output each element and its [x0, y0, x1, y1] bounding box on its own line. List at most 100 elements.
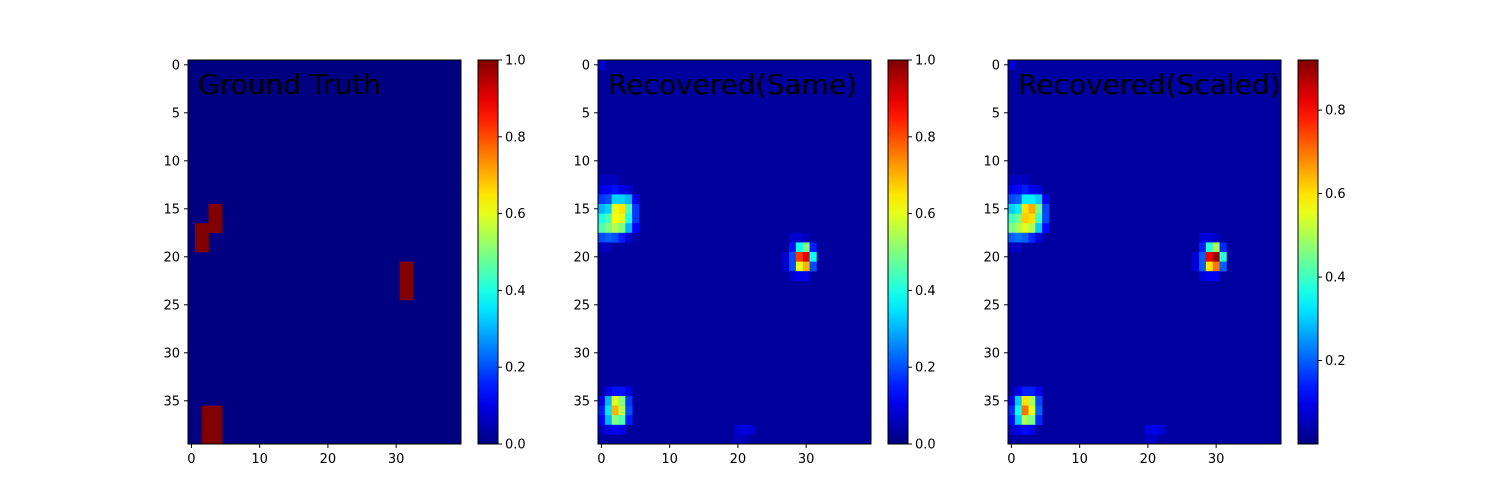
y-tick-label: 10 [163, 154, 180, 169]
heatmap-cell [1021, 223, 1029, 234]
heatmap-cell [201, 405, 209, 416]
heatmap-cell [1219, 261, 1227, 272]
axes-frame [187, 59, 462, 445]
heatmap-cell [604, 223, 612, 234]
heatmap-cell [604, 213, 612, 224]
heatmap-cell [625, 194, 633, 205]
heatmap-cell [1008, 223, 1016, 234]
heatmap-cell [598, 204, 606, 214]
heatmap-cell [1014, 405, 1022, 416]
heatmap-cell [201, 434, 209, 445]
colorbar-tick-label: 0.8 [1325, 104, 1346, 119]
colorbar-tick-label: 0.4 [1325, 271, 1346, 286]
heatmap-cell [598, 194, 606, 205]
heatmap-cell [1028, 223, 1036, 234]
heatmap-cell [1212, 252, 1220, 262]
heatmap-cell [215, 415, 223, 426]
x-tick-label: 10 [1071, 452, 1088, 467]
heatmap-cell [618, 204, 626, 214]
heatmap-cell [1008, 232, 1016, 243]
heatmap-cell [789, 232, 797, 243]
heatmap-cell [604, 242, 612, 253]
x-tick-label: 20 [320, 452, 337, 467]
heatmap-cell [1014, 386, 1022, 397]
panel-title: Recovered(Same) [608, 68, 857, 101]
heatmap-cell [1219, 252, 1227, 262]
heatmap-cell [604, 405, 612, 416]
heatmap-cell [611, 223, 619, 234]
x-tick-label: 0 [1007, 452, 1015, 467]
y-tick-label: 15 [163, 202, 180, 217]
heatmap-cell [1212, 232, 1220, 243]
heatmap-cell [604, 396, 612, 406]
heatmap-cell [618, 213, 626, 224]
heatmap-cell [802, 242, 810, 253]
y-tick-label: 20 [573, 250, 590, 265]
heatmap-cell [618, 415, 626, 426]
colorbar-tick-label: 0.6 [915, 207, 936, 222]
heatmap-cell [789, 242, 797, 253]
heatmap-cell [1144, 424, 1152, 435]
heatmap-cell [625, 415, 633, 426]
heatmap-cell [789, 271, 797, 282]
y-tick-label: 10 [983, 154, 1000, 169]
heatmap-cell [625, 405, 633, 416]
heatmap-cell [598, 405, 606, 416]
heatmap-cell [399, 261, 407, 272]
heatmap-cell [406, 271, 414, 282]
colorbar-tick-label: 0.4 [915, 284, 936, 299]
heatmap-cell [1035, 204, 1043, 214]
heatmap-cell [215, 405, 223, 416]
colorbar-tick-label: 0.8 [505, 130, 526, 145]
heatmap-cell [1035, 184, 1043, 195]
heatmap-cell [1192, 252, 1200, 262]
heatmap-cell [1014, 223, 1022, 234]
heatmap-cell [406, 261, 414, 272]
heatmap-cell [795, 232, 804, 243]
heatmap-cell [1035, 232, 1043, 243]
heatmap-cell [1021, 424, 1029, 435]
heatmap-cell [625, 223, 633, 234]
x-tick-label: 10 [251, 452, 268, 467]
heatmap-cell [1199, 261, 1207, 272]
heatmap-cell [632, 194, 640, 205]
heatmap-cell [208, 415, 216, 426]
heatmap-cell [618, 396, 626, 406]
heatmap-cell [802, 252, 810, 262]
x-tick-label: 20 [1140, 452, 1157, 467]
heatmap-cell [1151, 424, 1159, 435]
heatmap-cell [1199, 232, 1207, 243]
heatmap-cell [1014, 232, 1022, 243]
y-tick-label: 30 [573, 346, 590, 361]
heatmap-cell [748, 424, 756, 435]
heatmap-cell [625, 386, 633, 397]
heatmap-cell [201, 232, 209, 243]
heatmap-cell [625, 232, 633, 243]
heatmap-cell [604, 232, 612, 243]
heatmap-cell [1021, 396, 1029, 406]
heatmap-cell [1028, 396, 1036, 406]
heatmap-cell [1035, 405, 1043, 416]
y-tick-label: 25 [983, 298, 1000, 313]
heatmap-cell [406, 290, 414, 301]
panel-title: Recovered(Scaled) [1018, 68, 1281, 101]
heatmap-cell [734, 434, 742, 445]
heatmap-cell [1021, 386, 1029, 397]
heatmap-cell [611, 175, 619, 186]
y-tick-label: 0 [582, 58, 590, 73]
heatmap-cell [802, 261, 810, 272]
heatmap-cell [1205, 252, 1214, 262]
heatmap-cell [625, 396, 633, 406]
heatmap-cell [632, 223, 640, 234]
heatmap-cell [1014, 415, 1022, 426]
heatmap-cell [809, 242, 817, 253]
heatmap-cell [741, 434, 749, 445]
colorbar-tick-label: 0.6 [1325, 187, 1346, 202]
heatmap-cell [1212, 271, 1220, 282]
heatmap-cell [1205, 261, 1214, 272]
x-tick-label: 0 [597, 452, 605, 467]
heatmap-cell [604, 175, 612, 186]
heatmap-background [1008, 60, 1281, 444]
panel-3: 0 10 20 30 0 5 10 15 20 25 30 35 Recovered(Scaled) 0.… [983, 58, 1345, 467]
heatmap-cell [1028, 184, 1036, 195]
